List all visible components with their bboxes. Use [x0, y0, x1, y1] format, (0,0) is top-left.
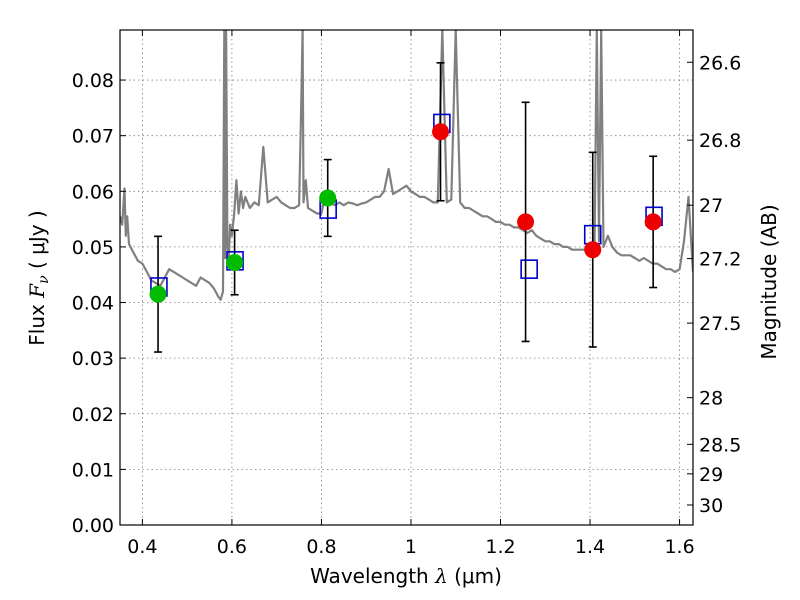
x-axis-title: Wavelength λ (μm) — [310, 564, 502, 588]
model-photometry-square — [520, 259, 538, 279]
y-tick-label: 0.05 — [72, 237, 114, 259]
x-axis-ticks: 0.4 0.6 0.8 1 1.2 1.4 1.6 — [127, 30, 695, 558]
x-axis-unit: (μm) — [448, 564, 502, 588]
green-data-point — [319, 189, 337, 207]
magnitude-tick-label: 27.2 — [699, 249, 741, 271]
y-tick-label: 0.00 — [72, 515, 114, 537]
y-axis-flux-symbol: F — [25, 283, 49, 299]
x-tick-label: 1.6 — [664, 536, 694, 558]
magnitude-tick-label: 27 — [699, 195, 723, 217]
magnitude-tick-label: 26.8 — [699, 130, 741, 152]
y-tick-label: 0.03 — [72, 348, 114, 370]
magnitude-tick-label: 26.6 — [699, 52, 741, 74]
x-tick-label: 1.2 — [485, 536, 515, 558]
y-axis-nu-subscript: ν — [36, 275, 52, 284]
y-axis-ticks: 0.00 0.01 0.02 0.03 0.04 0.05 0.06 0.07 0.08 — [72, 70, 126, 537]
y-tick-label: 0.08 — [72, 70, 114, 92]
x-tick-label: 1 — [405, 536, 417, 558]
data-markers — [149, 113, 663, 303]
green-data-point — [226, 253, 244, 271]
y-tick-label: 0.07 — [72, 126, 114, 148]
y-tick-label: 0.01 — [72, 459, 114, 481]
magnitude-tick-label: 27.5 — [699, 313, 741, 335]
x-tick-label: 0.8 — [306, 536, 336, 558]
green-data-point — [149, 285, 167, 303]
x-tick-label: 0.4 — [127, 536, 157, 558]
right-magnitude-axis-ticks: 26.6 26.8 27 27.2 27.5 28 28.5 29 30 — [687, 52, 741, 517]
y-tick-label: 0.02 — [72, 404, 114, 426]
y-tick-label: 0.06 — [72, 181, 114, 203]
magnitude-tick-label: 28 — [699, 388, 723, 410]
y-axis-title-text: Flux — [25, 298, 49, 346]
red-data-point — [517, 213, 535, 231]
magnitude-tick-label: 29 — [699, 464, 723, 486]
magnitude-tick-label: 28.5 — [699, 434, 741, 456]
y-axis-unit: ( μJy ) — [25, 210, 49, 275]
red-data-point — [432, 123, 450, 141]
x-axis-lambda-symbol: λ — [434, 564, 448, 588]
right-axis-title: Magnitude (AB) — [757, 204, 781, 359]
y-axis-title: Flux Fν ( μJy ) — [25, 210, 52, 345]
red-data-point — [644, 213, 662, 231]
red-data-point — [584, 241, 602, 259]
plot-frame — [119, 29, 694, 526]
x-tick-label: 1.4 — [575, 536, 605, 558]
x-tick-label: 0.6 — [217, 536, 247, 558]
x-axis-title-text: Wavelength — [310, 564, 435, 588]
y-tick-label: 0.04 — [72, 293, 114, 315]
magnitude-tick-label: 30 — [699, 495, 723, 517]
